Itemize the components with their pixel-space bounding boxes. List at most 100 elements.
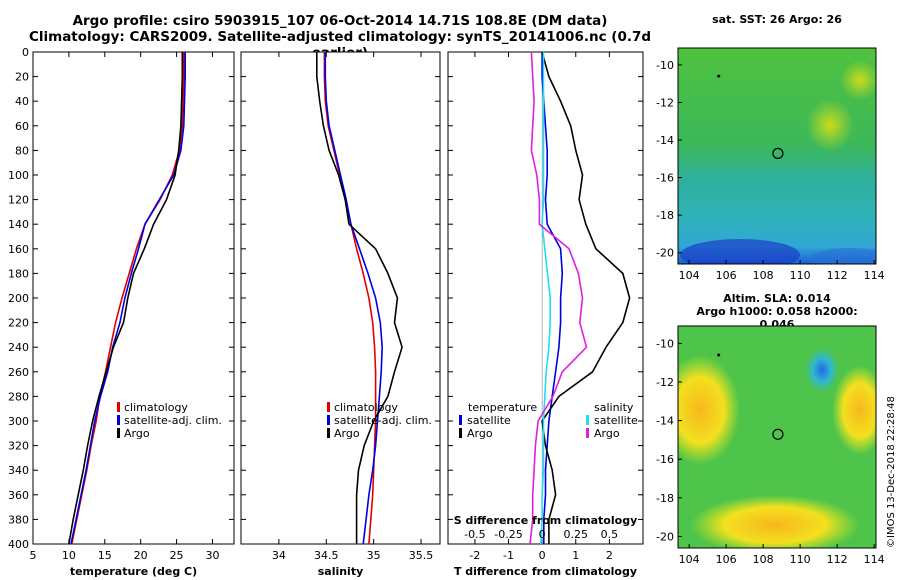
- legend-label: satellite: [467, 414, 511, 427]
- legend-swatch: [586, 415, 589, 425]
- x-axis-label-temp: temperature (deg C): [70, 565, 197, 578]
- series-line-s-satellite: [540, 52, 552, 545]
- legend-swatch: [459, 415, 462, 425]
- legend-label: climatology: [334, 401, 398, 414]
- x-axis-label-diff: T difference from climatology: [454, 565, 637, 578]
- y-tick-label: 0: [22, 46, 29, 59]
- map-x-tick-label: 104: [679, 553, 700, 566]
- y-tick-label: 400: [8, 538, 29, 551]
- y-tick-label: 60: [15, 120, 29, 133]
- x-tick-label-diff: 1: [572, 549, 579, 562]
- legend-swatch: [459, 428, 462, 438]
- s-tick-label: -0.5: [464, 528, 485, 541]
- map-y-tick-label: -12: [656, 96, 674, 109]
- map-y-tick-label: -12: [656, 376, 674, 389]
- y-tick-label: 140: [8, 218, 29, 231]
- y-tick-label: 260: [8, 366, 29, 379]
- legend-swatch: [117, 402, 120, 412]
- series-line-satellite-adj-clim-: [70, 52, 186, 545]
- map-x-tick-label: 110: [790, 553, 811, 566]
- sst-map-title: sat. SST: 26 Argo: 26: [712, 13, 842, 26]
- legend-label: satellite: [594, 414, 638, 427]
- x-tick-label-temp: 20: [134, 549, 148, 562]
- legend-swatch: [327, 428, 330, 438]
- float-track-marker: [717, 353, 721, 357]
- map-x-tick-label: 108: [753, 553, 774, 566]
- map-x-tick-label: 112: [827, 553, 848, 566]
- y-tick-label: 40: [15, 95, 29, 108]
- legend-swatch: [586, 428, 589, 438]
- x-tick-label-sal: 35.5: [409, 549, 434, 562]
- map-x-tick-label: 106: [716, 553, 737, 566]
- y-tick-label: 320: [8, 440, 29, 453]
- x-tick-label-diff: -2: [469, 549, 480, 562]
- series-line-argo: [68, 52, 184, 545]
- chart-title-line1: Argo profile: csiro 5903915_107 06-Oct-2…: [72, 13, 608, 29]
- y-tick-label: 280: [8, 390, 29, 403]
- series-line-t-satellite: [541, 52, 564, 544]
- map-y-tick-label: -10: [656, 59, 674, 72]
- sst-map-frame: [677, 47, 877, 265]
- y-tick-label: 120: [8, 194, 29, 207]
- plot-diff: -2 -1 0 1 2 T difference from climatology temp…: [447, 51, 644, 578]
- s-tick-label: -0.25: [494, 528, 522, 541]
- map-y-tick-label: -14: [656, 134, 674, 147]
- x-tick-label-diff: -1: [503, 549, 514, 562]
- legend-label: climatology: [124, 401, 188, 414]
- legend-label: Argo: [334, 427, 360, 440]
- s-tick-label: 0.25: [564, 528, 589, 541]
- x-tick-label-diff: 2: [606, 549, 613, 562]
- y-tick-label: 300: [8, 415, 29, 428]
- x-tick-label-sal: 34.5: [314, 549, 339, 562]
- map-x-tick-label: 114: [864, 269, 885, 282]
- map-x-tick-label: 112: [827, 269, 848, 282]
- legend-swatch: [327, 402, 330, 412]
- y-tick-label: 160: [8, 243, 29, 256]
- plot-frame-temp: [32, 51, 235, 545]
- map-x-tick-label: 110: [790, 269, 811, 282]
- legend-label: satellite-adj. clim.: [334, 414, 432, 427]
- legend-label: satellite-adj. clim.: [124, 414, 222, 427]
- x-tick-label-temp: 30: [205, 549, 219, 562]
- legend-label: Argo: [594, 427, 620, 440]
- float-track-marker: [717, 74, 721, 78]
- y-tick-label: 100: [8, 169, 29, 182]
- map-y-tick-label: -18: [656, 209, 674, 222]
- series-line-argo: [315, 52, 403, 544]
- map-x-tick-label: 108: [753, 269, 774, 282]
- legend-label: Argo: [124, 427, 150, 440]
- map-y-tick-label: -14: [656, 415, 674, 428]
- legend-title-salinity: salinity: [594, 401, 634, 414]
- sla-map-title-line1: Altim. SLA: 0.014: [723, 292, 831, 305]
- x-tick-label-sal: 35: [367, 549, 381, 562]
- plot-temp: 5 10 15 20 25 3002040608010012014016018020022…: [8, 46, 235, 578]
- argo-position-marker: [772, 428, 784, 440]
- y-tick-label: 200: [8, 292, 29, 305]
- s-tick-label: 0.5: [601, 528, 619, 541]
- map-x-tick-label: 104: [679, 269, 700, 282]
- plot-sal: 34 34.5 35 35.5 salinity climatologysatellite…: [240, 51, 441, 578]
- x-axis-label-sal: salinity: [318, 565, 364, 578]
- x-tick-label-temp: 15: [98, 549, 112, 562]
- y-tick-label: 380: [8, 513, 29, 526]
- series-line-s-argo: [529, 51, 588, 545]
- top-x-axis-label: S difference from climatology: [454, 514, 638, 527]
- map-y-tick-label: -10: [656, 337, 674, 350]
- x-tick-label-temp: 5: [30, 549, 37, 562]
- legend-label: Argo: [467, 427, 493, 440]
- sla-map: [678, 326, 876, 548]
- y-tick-label: 340: [8, 464, 29, 477]
- y-tick-label: 80: [15, 144, 29, 157]
- x-tick-label-sal: 34: [272, 549, 286, 562]
- plot-frame-sal: [240, 51, 441, 545]
- y-tick-label: 240: [8, 341, 29, 354]
- map-y-tick-label: -16: [656, 453, 674, 466]
- map-x-tick-label: 114: [864, 553, 885, 566]
- x-tick-label-diff: 0: [539, 549, 546, 562]
- legend-title-temperature: temperature: [468, 401, 537, 414]
- legend-swatch: [117, 415, 120, 425]
- map-y-tick-label: -20: [656, 247, 674, 260]
- legend-swatch: [117, 428, 120, 438]
- map-y-tick-label: -16: [656, 172, 674, 185]
